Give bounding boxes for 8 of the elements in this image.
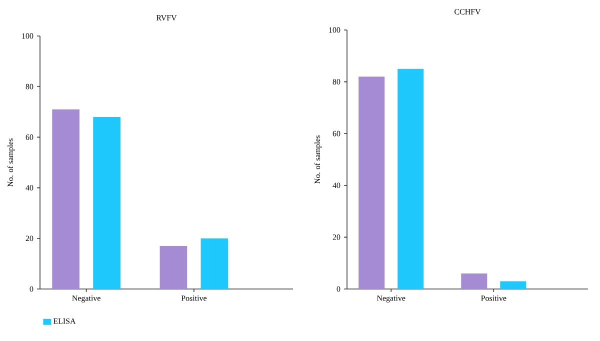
bar: [200, 238, 228, 289]
bar: [93, 116, 120, 289]
bar: [358, 76, 385, 289]
bar: [398, 68, 424, 289]
bar: [52, 109, 80, 289]
bar: [500, 281, 526, 289]
bar: [160, 246, 188, 289]
bar: [461, 273, 488, 289]
